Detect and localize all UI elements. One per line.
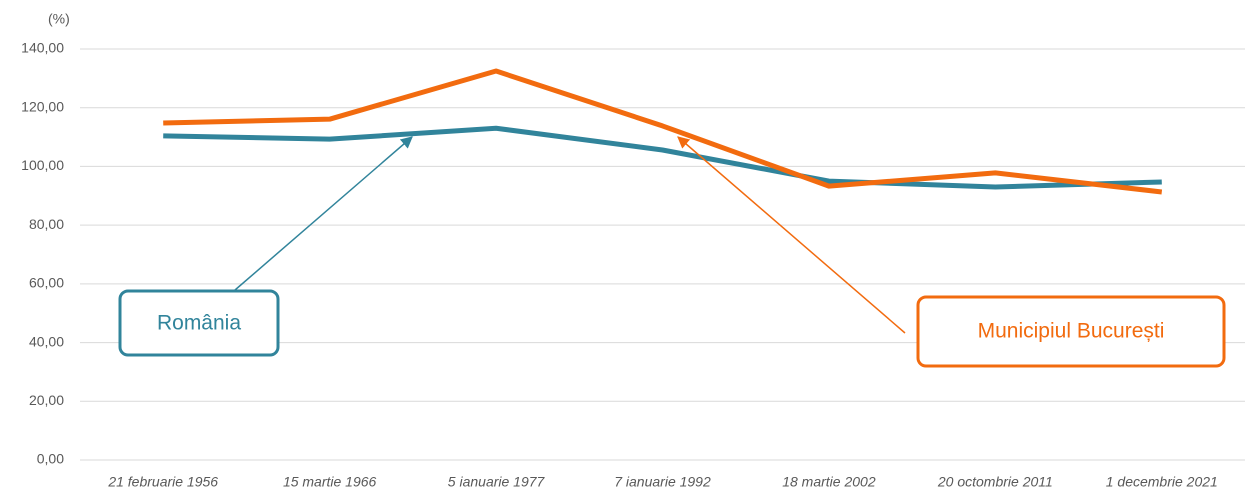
y-axis-unit: (%) [48,11,70,27]
x-tick-label: 21 februarie 1956 [107,474,218,490]
y-tick-label: 20,00 [29,392,64,408]
y-tick-label: 120,00 [21,98,64,114]
x-tick-label: 20 octombrie 2011 [937,474,1053,490]
annotation-box [916,295,1226,368]
annotation-arrow [234,136,413,291]
y-tick-label: 60,00 [29,275,64,291]
x-tick-label: 18 martie 2002 [782,474,876,490]
annotation-arrow [677,136,906,334]
x-tick-label: 5 ianuarie 1977 [448,474,546,490]
annotation-label: România [157,312,241,335]
y-tick-label: 100,00 [21,157,64,173]
y-tick-label: 80,00 [29,216,64,232]
x-tick-label: 7 ianuarie 1992 [614,474,711,490]
x-tick-label: 15 martie 1966 [283,474,377,490]
series-line [163,68,1163,195]
y-tick-label: 0,00 [37,451,64,467]
annotation-label: Municipiul București [978,320,1165,343]
y-tick-label: 140,00 [21,40,64,56]
x-tick-label: 1 decembrie 2021 [1106,474,1218,490]
y-tick-label: 40,00 [29,333,64,349]
annotation-box [118,289,280,357]
series-line [163,125,1162,190]
